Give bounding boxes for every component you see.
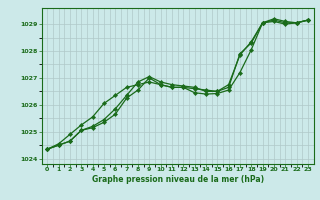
X-axis label: Graphe pression niveau de la mer (hPa): Graphe pression niveau de la mer (hPa) [92, 175, 264, 184]
